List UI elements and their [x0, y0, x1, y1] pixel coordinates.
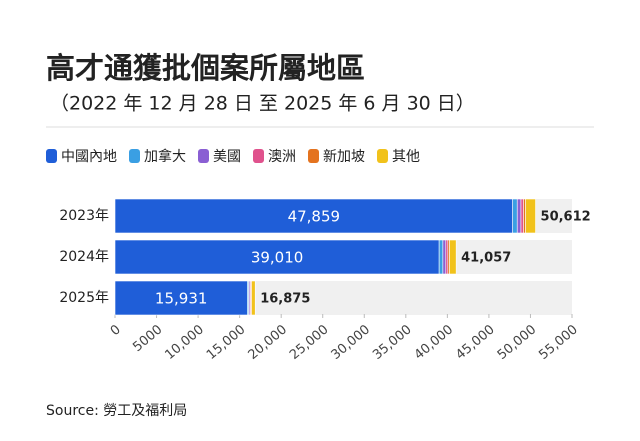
x-tick-label: 30,000 [329, 322, 373, 363]
x-tick-label: 10,000 [162, 322, 206, 363]
legend-marker [253, 149, 264, 163]
bar-segment [114, 280, 248, 316]
bar-segment [114, 198, 513, 234]
total-label: 50,612 [541, 210, 591, 225]
legend-label: 美國 [213, 149, 241, 165]
bar-value-label: 39,010 [251, 249, 304, 267]
y-tick-label: 2023年 [59, 208, 109, 224]
bar-segment [449, 239, 457, 275]
bar-value-label: 47,859 [288, 208, 341, 226]
y-tick-label: 2025年 [59, 290, 109, 306]
bar-segment [442, 239, 447, 275]
x-tick-label: 15,000 [204, 322, 248, 363]
bar-segment [523, 198, 526, 234]
x-tick-label: 50,000 [495, 322, 539, 363]
source: Source: 勞工及福利局 [46, 403, 187, 419]
legend-label: 新加坡 [323, 149, 365, 165]
bar-segment [251, 280, 256, 316]
x-tick-label: 35,000 [370, 322, 414, 363]
total-label: 41,057 [461, 251, 511, 266]
x-tick-label: 5000 [130, 322, 165, 355]
x-tick-label: 25,000 [287, 322, 331, 363]
legend-marker [46, 149, 57, 163]
bar-segment [525, 198, 536, 234]
x-tick-label: 40,000 [412, 322, 456, 363]
legend-label: 其他 [392, 149, 420, 165]
x-tick-label: 55,000 [536, 322, 580, 363]
bar-segment [512, 198, 518, 234]
bar-segment [438, 239, 444, 275]
x-tick-label: 20,000 [246, 322, 290, 363]
legend-marker [308, 149, 319, 163]
bar-segment [445, 239, 449, 275]
legend-label: 加拿大 [144, 148, 186, 165]
legend-marker [377, 149, 388, 163]
legend-marker [198, 149, 209, 163]
chart-subtitle: （2022 年 12 月 28 日 至 2025 年 6 月 30 日） [50, 93, 475, 115]
x-tick-label: 0 [108, 322, 124, 339]
x-tick-label: 45,000 [453, 322, 497, 363]
y-tick-label: 2024年 [59, 249, 109, 265]
bar-segment [516, 198, 522, 234]
bar-segment [520, 198, 524, 234]
total-label: 16,875 [260, 292, 310, 307]
bar-value-label: 15,931 [155, 290, 208, 308]
chart-title: 高才通獲批個案所屬地區 [46, 51, 365, 85]
legend-label: 中國內地 [61, 149, 117, 165]
legend-marker [129, 149, 140, 163]
legend-label: 澳洲 [268, 149, 296, 165]
bar-segment [114, 239, 440, 275]
